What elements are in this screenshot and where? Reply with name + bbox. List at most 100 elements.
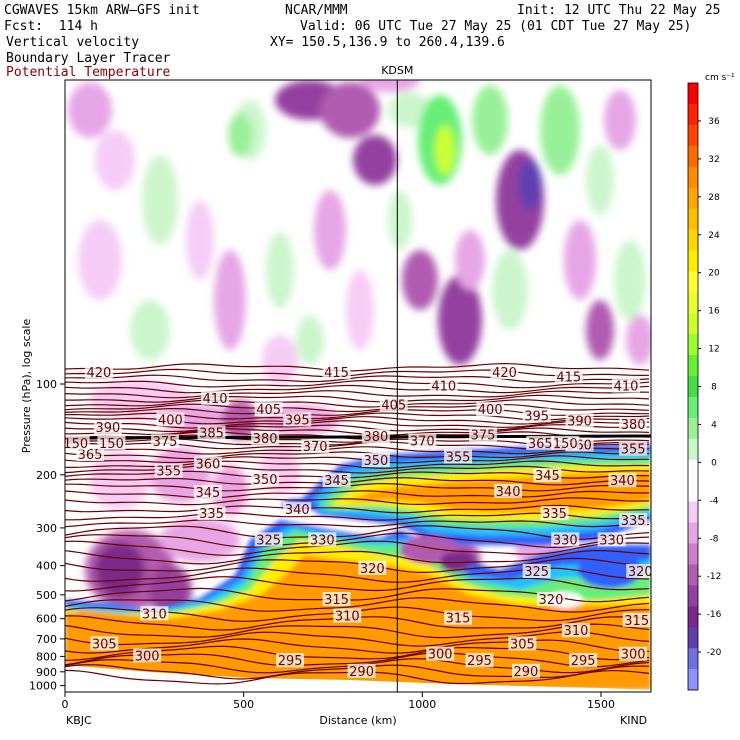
theta-label-bg xyxy=(608,473,637,488)
colorbar-swatch xyxy=(688,103,698,126)
field-vertical-velocity: Vertical velocity xyxy=(6,35,140,50)
field-potential-temperature: Potential Temperature xyxy=(6,65,171,80)
theta-label-bg xyxy=(536,591,565,606)
theta-contour-line xyxy=(65,384,650,394)
theta-label-bg xyxy=(619,646,648,661)
theta-label: 310 xyxy=(564,624,589,639)
theta-label: 295 xyxy=(571,654,596,669)
colorbar-tick-label: 32 xyxy=(708,155,719,165)
theta-contour-line xyxy=(65,446,650,455)
theta-label-bg xyxy=(526,435,555,450)
theta-label-bg xyxy=(254,532,283,547)
theta-label-bg xyxy=(308,532,337,547)
theta-contour-line xyxy=(65,519,649,528)
theta-label: 300 xyxy=(621,648,646,663)
theta-label-bg xyxy=(379,397,408,412)
theta-label: 400 xyxy=(478,403,503,418)
theta-label-bg xyxy=(193,485,222,500)
theta-label: 345 xyxy=(196,486,221,501)
x-axis: 0 500 1000 1500 xyxy=(62,692,615,711)
theta-contour-lines xyxy=(65,362,650,685)
theta-label-bg xyxy=(408,433,437,448)
organization-label: NCAR/MMM xyxy=(285,3,348,18)
theta-label: 420 xyxy=(87,366,112,381)
colorbar-tick-label: -4 xyxy=(710,496,719,506)
kdsm-label: KDSM xyxy=(381,64,413,77)
forecast-hour: Fcst: 114 h xyxy=(4,19,98,34)
theta-label-bg xyxy=(97,435,126,450)
theta-label-bg xyxy=(429,378,458,393)
theta-label: 320 xyxy=(360,562,385,577)
theta-label-bg xyxy=(597,532,626,547)
theta-label: 320 xyxy=(628,565,653,580)
theta-label-bg xyxy=(283,502,312,517)
theta-label-bg xyxy=(444,610,473,625)
theta-label-bg xyxy=(619,417,648,432)
colorbar: 36 32 28 24 20 16 12 8 4 0 -4 -8 -12 -16 -20 xyxy=(687,82,722,691)
colorbar-tick-label: 0 xyxy=(711,458,717,468)
theta-contour-line xyxy=(65,532,650,549)
init-time: Init: 12 UTC Thu 22 May 25 xyxy=(517,3,721,18)
theta-label: 380 xyxy=(621,418,646,433)
theta-label-bg xyxy=(508,636,537,651)
theta-label-bg xyxy=(551,532,580,547)
theta-label: 350 xyxy=(253,473,278,488)
field-boundary-layer-tracer: Boundary Layer Tracer xyxy=(6,51,171,66)
theta-label: 385 xyxy=(199,427,224,442)
theta-label-bg xyxy=(347,663,376,678)
theta-label-bg xyxy=(469,427,498,442)
theta-label-bg xyxy=(84,365,113,380)
theta-contour-line xyxy=(65,394,650,403)
colorbar-swatch xyxy=(688,627,698,649)
colorbar-swatch xyxy=(688,564,698,586)
theta-label: 415 xyxy=(556,370,581,385)
theta-label-bg xyxy=(533,468,562,483)
colorbar-swatch xyxy=(688,585,698,607)
colorbar-tick-label: -16 xyxy=(707,610,722,620)
theta-label: 150 xyxy=(63,437,88,452)
theta-contour-line xyxy=(65,399,650,408)
colorbar-tick-label: 8 xyxy=(711,383,717,393)
theta-contour-line xyxy=(65,482,649,492)
theta-label: 380 xyxy=(363,430,388,445)
colorbar-swatch xyxy=(688,145,698,168)
theta-label-bg xyxy=(522,563,551,578)
colorbar-tick-label: -8 xyxy=(710,534,719,544)
theta-label: 395 xyxy=(524,409,549,424)
theta-contour-line xyxy=(65,597,650,613)
theta-label: 330 xyxy=(310,533,335,548)
theta-label-bg xyxy=(333,608,362,623)
theta-label: 360 xyxy=(196,458,221,473)
theta-contour-line xyxy=(65,362,650,372)
theta-contour-line xyxy=(65,379,650,389)
theta-label: 375 xyxy=(153,435,178,450)
colorbar-swatch xyxy=(688,480,698,503)
colorbar-unit: cm s⁻¹ xyxy=(705,73,735,83)
colorbar-tick-label: 24 xyxy=(708,231,720,241)
theta-label-bg xyxy=(90,636,119,651)
theta-label-bg xyxy=(93,420,122,435)
theta-label-bg xyxy=(361,429,390,444)
colorbar-swatch xyxy=(688,396,698,419)
theta-label-bg xyxy=(197,425,226,440)
theta-label: 355 xyxy=(156,464,181,479)
theta-contour-labels: 420 415 410 405 400 395 390 385 380 375 370 365 360 3… xyxy=(63,365,653,680)
y-tick-label: 500 xyxy=(36,589,57,602)
theta-label: 320 xyxy=(539,593,564,608)
theta-label-bg xyxy=(561,623,590,638)
theta-label-bg xyxy=(565,413,594,428)
theta-label-bg xyxy=(540,506,569,521)
theta-label-bg xyxy=(490,365,519,380)
theta-label-bg xyxy=(154,463,183,478)
colorbar-swatch xyxy=(688,355,698,377)
theta-label: 330 xyxy=(553,533,578,548)
theta-label-bg xyxy=(569,653,598,668)
theta-label-bg xyxy=(626,563,651,578)
theta-label: 365 xyxy=(78,448,103,463)
x-axis-end-station: KIND xyxy=(620,714,647,727)
theta-label-bg xyxy=(361,452,390,467)
theta-label: 310 xyxy=(335,609,360,624)
theta-label: 365 xyxy=(528,437,553,452)
theta-contour-line xyxy=(65,477,650,486)
